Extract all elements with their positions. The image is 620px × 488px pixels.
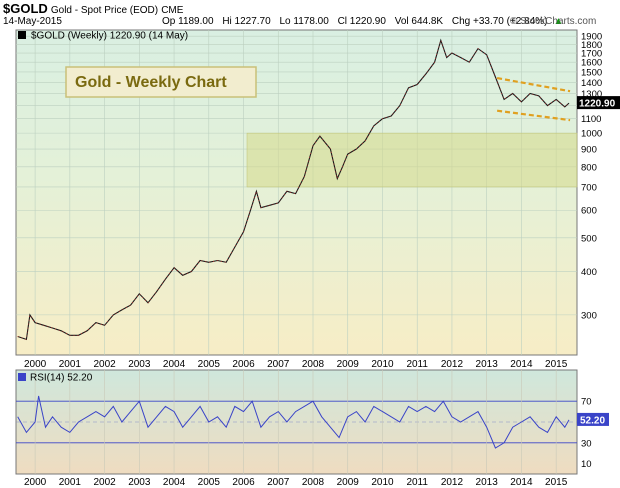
gold-price-down-bars	[17, 39, 570, 340]
price-x-tick-label: 2002	[93, 359, 116, 370]
price-x-tick-label: 2006	[232, 359, 255, 370]
exchange-label: CME	[161, 5, 184, 16]
price-x-tick-label: 2007	[267, 359, 290, 370]
price-y-tick-label: 1600	[581, 58, 602, 69]
rsi-y-tick-label: 10	[581, 459, 592, 470]
rsi-x-tick-label: 2011	[406, 477, 428, 488]
instrument-name: Gold - Spot Price (EOD)	[50, 5, 159, 16]
channel-lower-line	[496, 109, 571, 122]
price-y-tick-label: 1000	[581, 129, 602, 140]
price-x-tick-label: 2001	[59, 359, 82, 370]
rsi-x-tick-label: 2008	[302, 477, 325, 488]
price-y-tick-label: 1700	[581, 49, 602, 60]
rsi-x-axis: 2000 2001 2002 2003 2004 2005 2006 2007 2008 2009…	[24, 477, 568, 488]
legend-swatch-icon	[18, 31, 26, 39]
rsi-legend-text: RSI(14) 52.20	[30, 373, 93, 384]
change-up-icon: ▲	[553, 16, 564, 27]
support-resistance-zone	[246, 132, 578, 188]
quote-line: Op 1189.00 Hi 1227.70 Lo 1178.00 Cl 1220…	[162, 16, 569, 27]
chart-title-box: Gold - Weekly Chart	[65, 66, 257, 98]
price-x-tick-label: 2011	[406, 359, 428, 370]
price-y-axis: 3004005006007008009001000110012001300140…	[581, 32, 602, 322]
rsi-series	[17, 395, 570, 449]
price-y-tick-label: 700	[581, 182, 597, 193]
rsi-x-tick-label: 2012	[441, 477, 464, 488]
price-legend-text: $GOLD (Weekly) 1220.90 (14 May)	[31, 31, 188, 42]
chart-date: 14-May-2015	[3, 16, 62, 27]
price-x-tick-label: 2003	[128, 359, 151, 370]
quote-close: Cl 1220.90	[337, 16, 386, 27]
rsi-x-tick-label: 2005	[198, 477, 221, 488]
price-y-tick-label: 900	[581, 145, 597, 156]
rsi-x-tick-label: 2001	[59, 477, 82, 488]
rsi-x-tick-label: 2002	[93, 477, 116, 488]
price-x-tick-label: 2012	[441, 359, 464, 370]
price-x-tick-label: 2004	[163, 359, 186, 370]
price-y-tick-label: 400	[581, 267, 597, 278]
quote-open: Op 1189.00	[162, 16, 214, 27]
rsi-y-tick-label: 70	[581, 397, 592, 408]
chart-title-text: Gold - Weekly Chart	[75, 74, 227, 91]
rsi-y-tick-label: 30	[581, 438, 592, 449]
rsi-x-tick-label: 2009	[337, 477, 360, 488]
chart-header: $GOLD Gold - Spot Price (EOD) CME	[3, 1, 183, 16]
price-last-value-badge: 1220.90	[577, 96, 620, 110]
watermark: © StockCharts.com	[510, 16, 597, 27]
price-y-tick-label: 1800	[581, 40, 602, 51]
price-y-tick-label: 1300	[581, 89, 602, 100]
quote-volume: Vol 644.8K	[394, 16, 444, 27]
price-y-tick-label: 1400	[581, 78, 602, 89]
price-x-tick-label: 2010	[371, 359, 394, 370]
price-x-tick-label: 2014	[510, 359, 533, 370]
price-x-tick-label: 2000	[24, 359, 47, 370]
price-x-tick-label: 2005	[198, 359, 221, 370]
price-x-axis: 2000 2001 2002 2003 2004 2005 2006 2007 2008 2009…	[24, 359, 568, 370]
symbol-label: $GOLD	[3, 1, 48, 16]
rsi-x-tick-label: 2015	[545, 477, 568, 488]
price-y-tick-label: 1900	[581, 32, 602, 43]
rsi-x-tick-label: 2006	[232, 477, 255, 488]
rsi-legend-swatch-icon	[18, 373, 26, 381]
rsi-legend: RSI(14) 52.20	[18, 373, 93, 384]
price-y-tick-label: 300	[581, 310, 597, 321]
price-x-tick-label: 2015	[545, 359, 568, 370]
price-x-tick-label: 2013	[476, 359, 499, 370]
quote-high: Hi 1227.70	[222, 16, 271, 27]
channel-upper-line	[496, 76, 571, 93]
rsi-panel: 10305070 2000200120022003200420052006200…	[15, 369, 609, 488]
rsi-x-tick-label: 2010	[371, 477, 394, 488]
price-panel: 3004005006007008009001000110012001300140…	[15, 29, 620, 370]
quote-change: Chg +33.70 (+2.84%)	[451, 16, 548, 27]
price-y-tick-label: 500	[581, 233, 597, 244]
rsi-x-tick-label: 2000	[24, 477, 47, 488]
rsi-y-axis: 10305070	[581, 397, 592, 470]
rsi-x-tick-label: 2014	[510, 477, 533, 488]
price-x-tick-label: 2008	[302, 359, 325, 370]
rsi-x-tick-label: 2007	[267, 477, 290, 488]
price-last-value-text: 1220.90	[579, 99, 616, 110]
rsi-last-value-badge: 52.20	[577, 412, 609, 426]
price-y-tick-label: 1500	[581, 67, 602, 78]
price-legend: $GOLD (Weekly) 1220.90 (14 May)	[18, 31, 188, 42]
rsi-x-tick-label: 2004	[163, 477, 186, 488]
quote-low: Lo 1178.00	[279, 16, 329, 27]
rsi-x-tick-label: 2003	[128, 477, 151, 488]
price-y-tick-label: 1100	[581, 114, 601, 125]
price-y-tick-label: 600	[581, 206, 597, 217]
price-x-tick-label: 2009	[337, 359, 360, 370]
price-y-tick-label: 800	[581, 162, 597, 173]
rsi-x-tick-label: 2013	[476, 477, 499, 488]
rsi-last-value-text: 52.20	[580, 415, 605, 426]
